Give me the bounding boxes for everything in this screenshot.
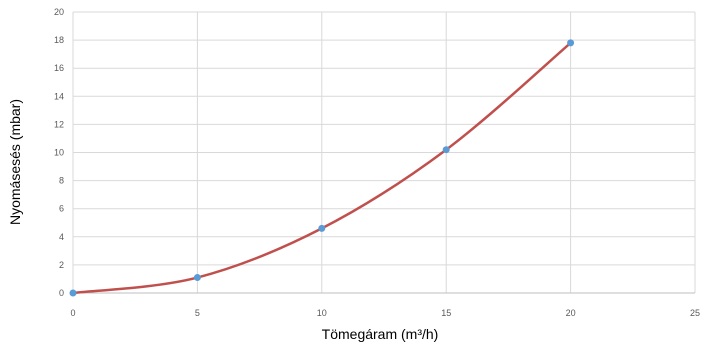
gridlines (72, 11, 696, 294)
x-tick-label: 20 (566, 308, 576, 318)
y-tick-label: 10 (54, 148, 64, 158)
y-tick-label: 4 (59, 232, 64, 242)
series-group (69, 39, 575, 297)
data-point (69, 289, 77, 297)
x-axis-title: Tömegáram (m³/h) (322, 326, 439, 342)
y-tick-label: 12 (54, 119, 64, 129)
x-axis-ticks: 0 5 10 15 20 25 (70, 308, 700, 318)
y-tick-label: 20 (54, 7, 64, 17)
data-point (318, 224, 326, 232)
x-tick-label: 10 (317, 308, 327, 318)
data-point (567, 39, 575, 47)
y-tick-label: 18 (54, 35, 64, 45)
y-tick-label: 14 (54, 91, 64, 101)
y-tick-label: 6 (59, 204, 64, 214)
x-tick-label: 5 (195, 308, 200, 318)
y-tick-label: 2 (59, 260, 64, 270)
y-tick-label: 0 (59, 288, 64, 298)
y-tick-label: 8 (59, 176, 64, 186)
x-tick-label: 0 (70, 308, 75, 318)
x-tick-label: 15 (441, 308, 451, 318)
y-tick-label: 16 (54, 63, 64, 73)
data-point (193, 274, 201, 282)
x-tick-label: 25 (690, 308, 700, 318)
y-axis-title: Nyomásesés (mbar) (7, 99, 23, 225)
y-axis-ticks: 0 2 4 6 8 10 12 14 16 18 20 (54, 7, 64, 298)
data-point (442, 146, 450, 154)
